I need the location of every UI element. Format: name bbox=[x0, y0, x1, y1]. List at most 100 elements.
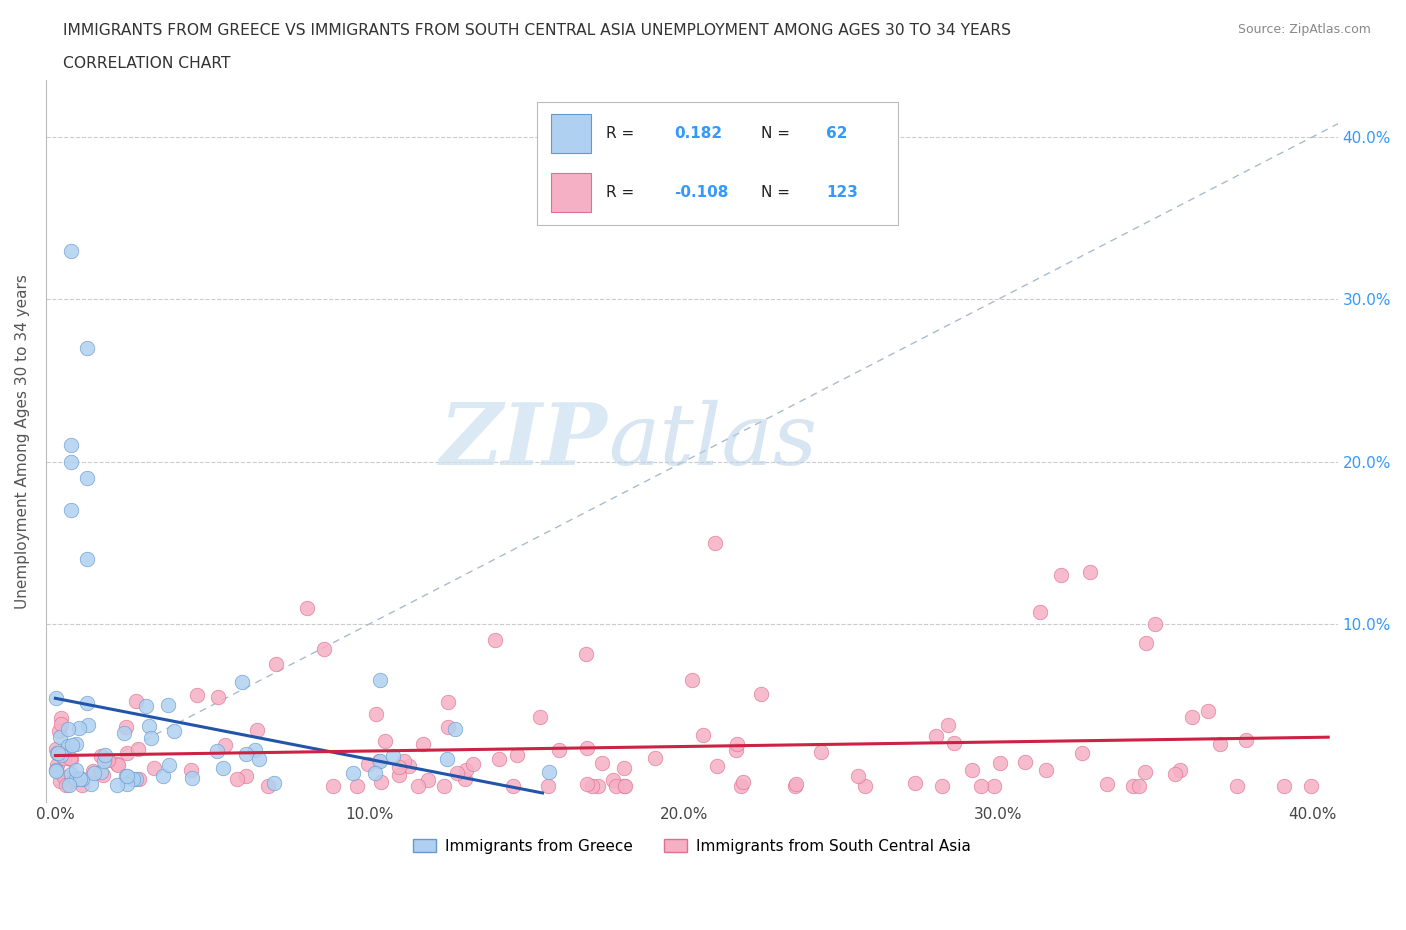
Point bbox=[49, 730, 72, 745]
Point bbox=[65, 771, 87, 786]
Point bbox=[1168, 763, 1191, 777]
Point bbox=[107, 757, 129, 772]
Point bbox=[588, 778, 610, 793]
Point bbox=[614, 778, 637, 793]
Point bbox=[1135, 635, 1157, 650]
Text: Source: ZipAtlas.com: Source: ZipAtlas.com bbox=[1237, 23, 1371, 36]
Point bbox=[207, 689, 229, 704]
Point bbox=[437, 719, 460, 734]
Point bbox=[731, 775, 754, 790]
Point bbox=[62, 772, 84, 787]
Point bbox=[846, 768, 869, 783]
Point bbox=[70, 772, 93, 787]
Point bbox=[370, 774, 392, 789]
Legend: Immigrants from Greece, Immigrants from South Central Asia: Immigrants from Greece, Immigrants from … bbox=[406, 832, 977, 859]
Point bbox=[186, 687, 208, 702]
Point bbox=[115, 720, 138, 735]
Point bbox=[602, 773, 624, 788]
Point bbox=[45, 690, 67, 705]
Point bbox=[46, 746, 69, 761]
Point bbox=[943, 736, 966, 751]
Point bbox=[135, 698, 157, 713]
Point bbox=[245, 742, 267, 757]
Point bbox=[1128, 778, 1150, 793]
Point bbox=[263, 776, 285, 790]
Point bbox=[115, 768, 138, 783]
Point bbox=[52, 746, 75, 761]
Point bbox=[139, 731, 162, 746]
Point bbox=[382, 749, 405, 764]
Point bbox=[454, 772, 477, 787]
Point bbox=[180, 771, 202, 786]
Point bbox=[231, 674, 253, 689]
Y-axis label: Unemployment Among Ages 30 to 34 years: Unemployment Among Ages 30 to 34 years bbox=[15, 273, 30, 608]
Point bbox=[1050, 567, 1073, 582]
Point bbox=[93, 753, 115, 768]
Point bbox=[65, 737, 87, 751]
Point bbox=[342, 765, 364, 780]
Point bbox=[125, 772, 148, 787]
Point bbox=[374, 734, 396, 749]
Point bbox=[122, 771, 145, 786]
Point bbox=[357, 757, 380, 772]
Point bbox=[127, 742, 149, 757]
Point bbox=[488, 751, 510, 766]
Point bbox=[117, 746, 139, 761]
Point bbox=[45, 741, 67, 756]
Point bbox=[91, 768, 114, 783]
Point bbox=[180, 763, 202, 777]
Point bbox=[76, 551, 98, 566]
Point bbox=[436, 751, 458, 766]
Point bbox=[90, 765, 112, 780]
Text: atlas: atlas bbox=[607, 400, 817, 483]
Point bbox=[115, 777, 138, 791]
Point bbox=[58, 722, 80, 737]
Point bbox=[1095, 777, 1118, 791]
Point bbox=[82, 764, 104, 778]
Point bbox=[506, 748, 529, 763]
Point bbox=[107, 758, 129, 773]
Text: IMMIGRANTS FROM GREECE VS IMMIGRANTS FROM SOUTH CENTRAL ASIA UNEMPLOYMENT AMONG : IMMIGRANTS FROM GREECE VS IMMIGRANTS FRO… bbox=[63, 23, 1011, 38]
Point bbox=[724, 743, 747, 758]
Point bbox=[212, 761, 235, 776]
Point bbox=[368, 672, 391, 687]
Point bbox=[575, 646, 598, 661]
Point bbox=[548, 742, 571, 757]
Point bbox=[76, 717, 98, 732]
Point bbox=[613, 778, 636, 793]
Point bbox=[575, 741, 598, 756]
Point bbox=[62, 737, 84, 752]
Point bbox=[53, 751, 76, 765]
Point bbox=[1070, 746, 1092, 761]
Point bbox=[59, 751, 82, 765]
Point bbox=[76, 340, 98, 355]
Point bbox=[163, 724, 186, 738]
Point bbox=[529, 710, 551, 724]
Point bbox=[605, 778, 627, 793]
Point bbox=[62, 769, 84, 784]
Point bbox=[1272, 778, 1295, 793]
Point bbox=[1029, 604, 1052, 619]
Point bbox=[235, 747, 257, 762]
Point bbox=[904, 776, 927, 790]
Point bbox=[60, 766, 83, 781]
Point bbox=[266, 657, 288, 671]
Point bbox=[105, 777, 128, 792]
Point bbox=[48, 724, 70, 738]
Point bbox=[456, 763, 478, 777]
Point bbox=[1035, 763, 1057, 777]
Point bbox=[392, 754, 415, 769]
Point bbox=[406, 778, 429, 793]
Point bbox=[1078, 565, 1101, 580]
Point bbox=[575, 777, 598, 791]
Point bbox=[537, 778, 560, 793]
Point bbox=[46, 746, 69, 761]
Point bbox=[60, 438, 83, 453]
Point bbox=[60, 454, 83, 469]
Point bbox=[810, 744, 832, 759]
Point bbox=[1234, 732, 1257, 747]
Point bbox=[644, 751, 666, 765]
Point bbox=[692, 727, 714, 742]
Point bbox=[931, 778, 953, 793]
Point bbox=[312, 642, 335, 657]
